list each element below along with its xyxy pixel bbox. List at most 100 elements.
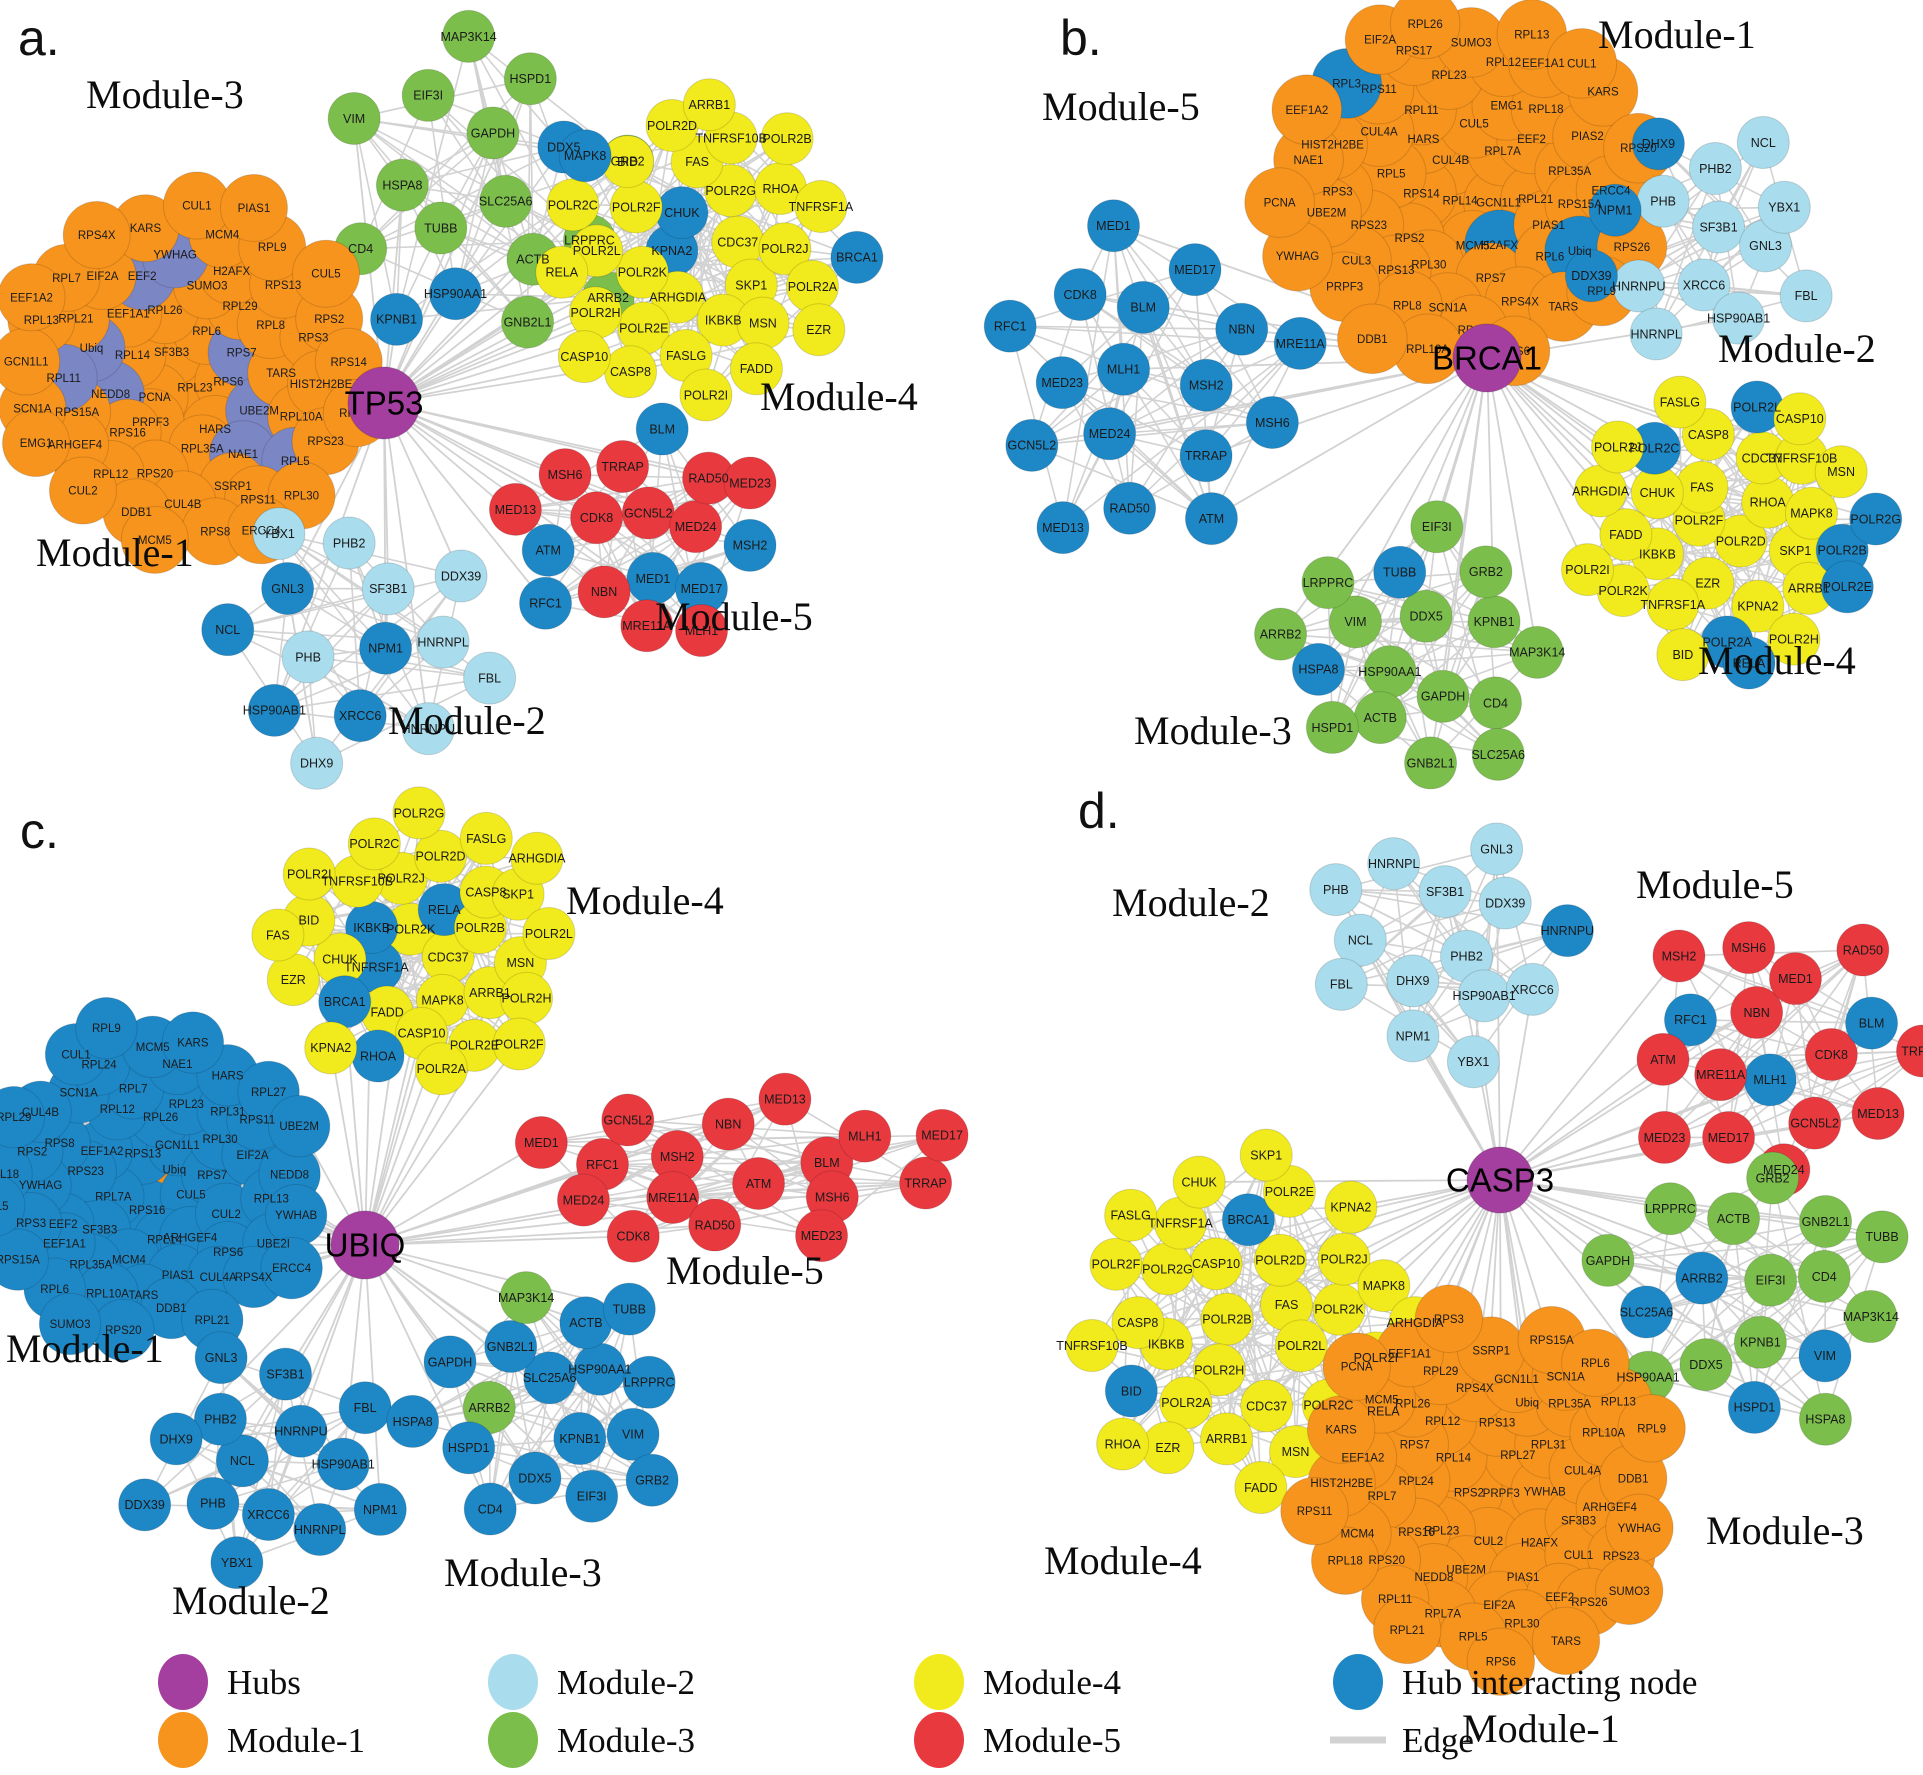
node-label-GNB2L1: GNB2L1 <box>504 315 552 329</box>
edge <box>278 533 429 730</box>
module-label-b-m4: Module-4 <box>1698 638 1856 683</box>
node-label-KPNA2: KPNA2 <box>310 1041 351 1055</box>
hub-node-CASP3 <box>1466 1146 1534 1214</box>
node-GAPDH <box>423 1335 477 1389</box>
node-FASLG <box>1653 375 1707 429</box>
node-label-CUL1: CUL1 <box>61 1049 90 1061</box>
edge <box>1607 1220 1826 1262</box>
node-label-RPS14: RPS14 <box>1403 188 1440 200</box>
node-RPS15A <box>0 1228 49 1291</box>
node-ARRB2 <box>1254 607 1308 661</box>
module-label-c-m5: Module-5 <box>666 1248 824 1293</box>
node-NCL <box>215 1434 269 1488</box>
node-label-Ubiq: Ubiq <box>80 343 104 355</box>
node-label-CASP10: CASP10 <box>1776 412 1824 426</box>
node-label-NPM1: NPM1 <box>1396 1029 1431 1043</box>
node-label-MCM5: MCM5 <box>138 535 172 547</box>
node-ATM <box>732 1156 786 1210</box>
node-label-XRCC6: XRCC6 <box>339 709 381 723</box>
node-label-POLR2D: POLR2D <box>416 850 466 864</box>
node-label-RPL11: RPL11 <box>1378 1594 1412 1606</box>
legend-swatch-module-5 <box>914 1712 964 1768</box>
node-label-SKP1: SKP1 <box>1250 1148 1282 1162</box>
node-label-NCL: NCL <box>215 623 240 637</box>
node-RPL9 <box>1617 1394 1686 1463</box>
node-label-Ubiq: Ubiq <box>1568 246 1592 258</box>
node-MAP3K14 <box>442 9 496 63</box>
node-label-MCM5: MCM5 <box>1456 240 1490 252</box>
node-label-YBX1: YBX1 <box>263 527 295 541</box>
node-label-MAPK8: MAPK8 <box>564 149 606 163</box>
node-label-YBX1: YBX1 <box>221 1556 253 1570</box>
edge <box>1331 571 1487 728</box>
node-label-HSPD1: HSPD1 <box>509 72 551 86</box>
node-FBL <box>463 651 517 705</box>
node-label-SLC25A6: SLC25A6 <box>1471 748 1525 762</box>
node-label-SF3B3: SF3B3 <box>82 1224 117 1236</box>
node-label-EIF3I: EIF3I <box>1756 1274 1786 1288</box>
node-label-GCN5L2: GCN5L2 <box>603 1113 652 1127</box>
node-HSP90AB1 <box>1712 291 1766 345</box>
node-MRE11A <box>620 599 674 653</box>
node-MED1 <box>1768 952 1822 1006</box>
node-label-SF3B3: SF3B3 <box>154 347 189 359</box>
node-label-RPL12: RPL12 <box>93 469 128 481</box>
node-CASP10 <box>1773 392 1827 446</box>
node-label-IKBKB: IKBKB <box>1639 547 1676 561</box>
node-label-UBE2M: UBE2M <box>279 1121 319 1133</box>
node-label-MRE11A: MRE11A <box>622 619 672 633</box>
node-RPS11 <box>1280 1476 1349 1546</box>
node-label-TRRAP: TRRAP <box>601 460 643 474</box>
hub-edge <box>364 1043 520 1246</box>
node-DHX9 <box>1386 954 1440 1008</box>
node-MAPK8 <box>1784 486 1838 540</box>
node-RPS3 <box>1414 1284 1484 1353</box>
node-label-RPL29: RPL29 <box>222 301 257 313</box>
node-HNRNPU <box>401 702 455 756</box>
edge <box>1727 947 1750 1138</box>
node-BLM <box>635 402 689 456</box>
node-label-RPS16: RPS16 <box>109 428 145 440</box>
module-label-d-m2: Module-2 <box>1112 880 1270 925</box>
node-label-NEDD8: NEDD8 <box>1414 1572 1453 1584</box>
hub-edge <box>342 1244 366 1465</box>
node-label-H2AFX: H2AFX <box>1481 240 1518 252</box>
node-label-CASP10: CASP10 <box>560 350 608 364</box>
node-KPNB1 <box>370 292 424 346</box>
node-DHX9 <box>290 736 344 790</box>
node-label-GNL3: GNL3 <box>1480 842 1513 856</box>
node-POLR2J <box>1317 1232 1371 1286</box>
node-label-EZR: EZR <box>1155 1441 1180 1455</box>
node-GAPDH <box>466 106 520 160</box>
node-TUBB <box>414 201 468 255</box>
node-label-HIST2H2BE: HIST2H2BE <box>1301 140 1364 152</box>
node-label-POLR2F: POLR2F <box>1675 514 1724 528</box>
node-label-RPL14: RPL14 <box>1443 195 1479 207</box>
node-label-SUMO3: SUMO3 <box>1609 1586 1650 1598</box>
node-label-XRCC6: XRCC6 <box>1511 983 1553 997</box>
node-label-RPS4X: RPS4X <box>78 230 116 242</box>
hub-edge <box>1486 357 1589 571</box>
node-SUMO3 <box>38 1292 102 1356</box>
node-label-RPL21: RPL21 <box>58 314 93 326</box>
node-label-RPS15A: RPS15A <box>0 1255 40 1267</box>
node-label-MLH1: MLH1 <box>848 1129 881 1143</box>
node-POLR2D <box>1253 1233 1307 1287</box>
node-label-HSP90AA1: HSP90AA1 <box>568 1363 631 1377</box>
node-FBL <box>1314 957 1368 1011</box>
node-RPL29 <box>0 1085 45 1149</box>
node-PHB2 <box>322 516 376 570</box>
node-label-CASP8: CASP8 <box>465 885 506 899</box>
node-label-MAP3K14: MAP3K14 <box>1843 1310 1899 1324</box>
node-POLR2C <box>546 178 600 232</box>
node-label-Ubiq: Ubiq <box>1515 1398 1539 1410</box>
node-label-TRRAP: TRRAP <box>904 1176 946 1190</box>
module-label-a-m5: Module-5 <box>655 594 813 639</box>
node-label-GAPDH: GAPDH <box>1586 1254 1630 1268</box>
node-label-POLR2A: POLR2A <box>788 280 838 294</box>
node-VIM <box>1798 1329 1852 1383</box>
legend: Hubs Module-1 Module-2 Module-3 Module-4 Modu… <box>158 1654 1697 1768</box>
node-label-EEF1A1: EEF1A1 <box>43 1238 86 1250</box>
node-label-RPL10A: RPL10A <box>1582 1428 1625 1440</box>
node-label-BID: BID <box>617 155 638 169</box>
